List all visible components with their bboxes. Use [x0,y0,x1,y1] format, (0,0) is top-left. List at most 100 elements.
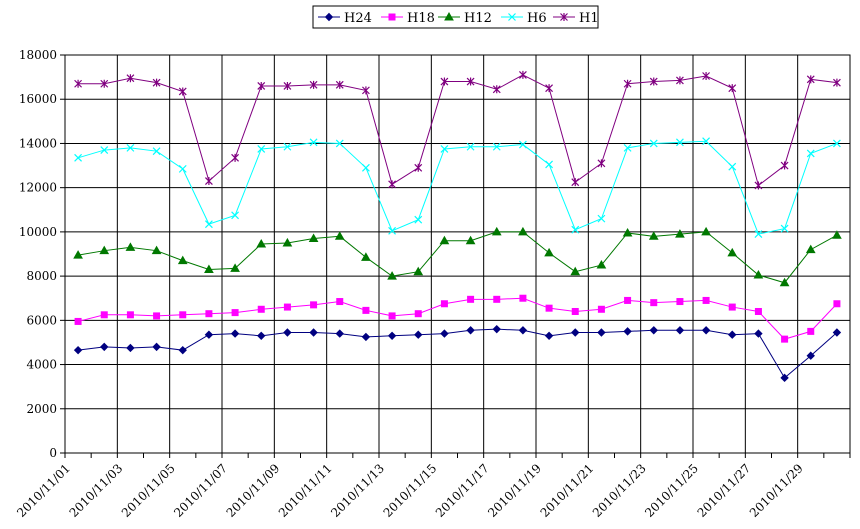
data-point-h12 [544,247,554,257]
data-point-h18 [571,307,579,315]
data-point-h6 [152,147,161,156]
series-line-h12 [78,231,838,284]
data-point-h18 [205,310,213,318]
data-point-h1 [675,76,684,85]
data-point-h6 [335,139,344,148]
x-tick-label: 2010/11/23 [590,461,649,520]
data-point-h12 [570,266,581,276]
data-point-h18 [283,303,291,311]
data-point-h24 [204,330,214,339]
data-point-h12 [648,231,659,240]
data-point-h12 [675,229,685,238]
series-line-h1 [78,74,837,187]
data-point-h6 [649,139,658,148]
data-point-h24 [544,331,554,341]
data-point-h12 [518,226,528,236]
plot-background [65,55,850,453]
series-h12 [73,226,842,287]
data-point-h1 [283,81,292,90]
data-point-h24 [597,328,606,337]
data-point-h24 [754,329,763,338]
data-point-h6 [440,145,449,153]
legend-label-h1: H1 [579,11,599,26]
data-point-h6 [623,143,632,152]
data-point-h24 [466,326,475,335]
data-point-h6 [309,138,318,147]
y-tick-label: 4000 [26,358,57,372]
series-h24 [73,324,842,383]
legend-label-h18: H18 [407,11,435,26]
data-point-h24 [361,332,371,342]
data-point-h6 [754,230,763,239]
data-point-h1 [100,79,109,88]
data-point-h6 [728,162,737,171]
data-point-h1 [204,177,213,186]
data-point-h6 [466,142,475,151]
data-point-h18 [467,295,475,303]
data-point-h12 [361,252,371,261]
data-point-h18 [597,305,605,313]
data-point-h12 [308,233,319,243]
legend-marker-h18 [388,13,396,21]
data-point-h6 [518,140,527,149]
x-tick-label: 2010/11/21 [538,461,597,520]
data-point-h12 [204,264,214,273]
data-point-h6 [126,143,135,152]
data-point-h1 [597,159,606,168]
y-tick-label: 10000 [19,225,57,239]
legend-marker-h1 [560,13,568,21]
data-point-h24 [649,326,658,335]
data-point-h12 [832,230,842,239]
data-point-h1 [623,79,632,88]
data-point-h1 [388,180,397,189]
data-point-h6 [74,153,83,162]
data-point-h12 [230,263,240,272]
data-point-h6 [832,139,841,148]
y-tick-label: 2000 [26,402,57,416]
data-point-h6 [100,146,109,155]
data-point-h24 [257,331,266,341]
data-point-h18 [545,304,553,312]
data-point-h18 [100,311,108,319]
y-tick-label: 0 [49,446,57,460]
data-point-h24 [728,330,737,339]
data-point-h1 [545,84,554,93]
plot-area: 0 2000 4000 6000 8000 10000 12000 14000 16000 180… [14,48,851,520]
series-h1 [74,70,841,190]
x-tick-label: 2010/11/27 [695,461,754,520]
data-point-h12 [387,271,397,280]
data-point-h1 [518,70,527,79]
data-point-h1 [309,80,318,89]
data-point-h12 [256,239,267,248]
data-point-h1 [571,178,580,187]
data-point-h12 [125,242,136,251]
data-point-h1 [806,75,815,84]
legend-label-h24: H24 [344,11,372,26]
x-tick-label: 2010/11/07 [171,461,230,520]
x-tick-label: 2010/11/01 [14,461,73,520]
data-point-h18 [257,305,265,313]
data-point-h18 [414,310,422,318]
data-point-h6 [388,226,397,235]
data-point-h18 [74,317,82,325]
data-point-h12 [439,235,450,245]
data-point-h12 [151,245,162,255]
data-point-h6 [675,138,684,147]
data-point-h1 [178,87,187,96]
y-tick-label: 8000 [26,269,57,283]
data-point-h6 [361,163,370,172]
data-point-h24 [335,329,344,338]
data-point-h24 [780,373,789,383]
data-point-h24 [623,327,632,336]
x-tick-label: 2010/11/11 [276,461,335,520]
data-point-h24 [100,342,109,352]
data-point-h6 [702,137,711,146]
data-point-h18 [624,296,632,304]
data-point-h18 [650,299,658,307]
data-point-h1 [440,77,449,86]
data-point-h18 [310,301,318,309]
data-point-h1 [126,74,135,83]
data-point-h1 [466,77,475,86]
y-tick-label: 16000 [19,92,57,106]
x-tick-label: 2010/11/25 [642,461,701,520]
